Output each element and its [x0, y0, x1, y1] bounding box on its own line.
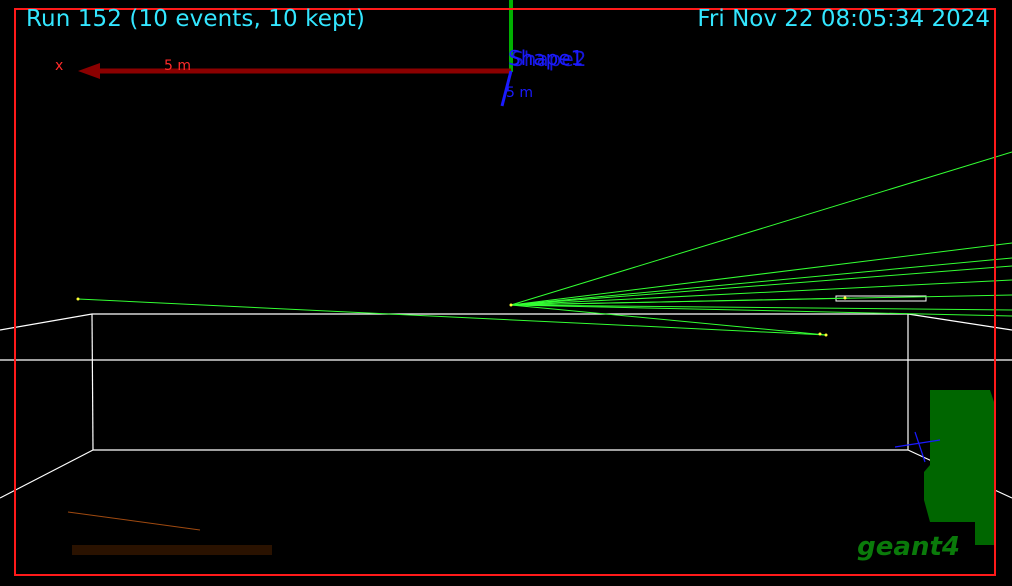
coordinate-axes [78, 0, 513, 107]
trajectory-points [76, 296, 847, 337]
particle-trajectories [77, 151, 1012, 336]
x-axis-label: x [55, 58, 64, 74]
world-volume-wireframe [0, 313, 1012, 499]
local-axes-marker [894, 431, 941, 463]
bottom-left-artifact [67, 511, 272, 555]
geant4-logo: geant4 [857, 532, 960, 562]
z-axis-scale-label: 5 m [506, 85, 533, 101]
x-axis-arrowhead [78, 63, 100, 79]
x-axis-scale-label: 5 m [164, 58, 191, 74]
shape-label-1: Shape1 [508, 46, 584, 70]
shape-label-2: Shape2 [511, 47, 587, 71]
date-label: Fri Nov 22 08:05:34 2024 [697, 6, 990, 32]
detector-block [924, 390, 996, 545]
z-axis [500, 70, 513, 107]
run-info-label: Run 152 (10 events, 10 kept) [26, 6, 365, 32]
